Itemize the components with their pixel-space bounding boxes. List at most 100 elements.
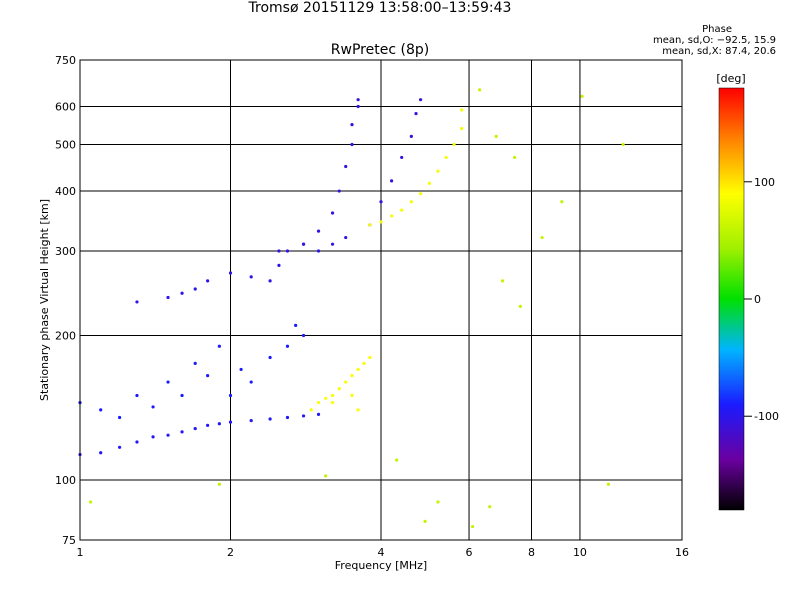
point-O-low-7 xyxy=(193,426,197,431)
chart-subtitle: RwPretec (8p) xyxy=(330,42,430,58)
point-O-low-10 xyxy=(228,420,233,424)
point-O-low-scatter-12 xyxy=(249,380,253,384)
point-O-low-13 xyxy=(285,415,290,420)
y-tick-label-4: 400 xyxy=(55,185,76,198)
point-O-low-scatter-11 xyxy=(239,367,243,372)
point-O-low-scatter-7 xyxy=(193,361,197,365)
y-axis-ticks: 75 100 200 300 400 500 600 750 xyxy=(55,54,76,547)
x-axis-label: Frequency [MHz] xyxy=(335,559,427,572)
point-noise-7 xyxy=(488,505,492,509)
point-O-low-scatter-6 xyxy=(180,393,184,398)
point-O-low-6 xyxy=(180,430,184,434)
colorbar-label: [deg] xyxy=(716,72,745,85)
point-O-low-scatter-13 xyxy=(268,355,272,360)
point-O-F2-15 xyxy=(414,111,418,116)
point-X-F2-10 xyxy=(460,126,464,131)
point-O-low-14 xyxy=(301,414,306,418)
point-noise-13 xyxy=(606,482,610,486)
point-O-F1-11 xyxy=(316,249,321,253)
point-X-low-5 xyxy=(344,380,348,384)
point-O-low-scatter-16 xyxy=(301,333,306,338)
x-tick-label-6: 16 xyxy=(675,546,689,559)
point-X-F2-2 xyxy=(389,214,394,218)
point-noise-2 xyxy=(324,474,328,478)
phase-stats-o: mean, sd,O: −92.5, 15.9 xyxy=(653,35,776,46)
point-O-F2-4 xyxy=(337,189,341,193)
data-points xyxy=(78,88,625,529)
x-tick-label-1: 2 xyxy=(227,546,234,559)
phase-stats-x: mean, sd,X: 87.4, 20.6 xyxy=(662,46,776,57)
point-O-F2-12 xyxy=(389,179,394,183)
point-O-F2-9 xyxy=(356,98,360,102)
chart-title: Tromsø 20151129 13:58:00–13:59:43 xyxy=(248,0,512,16)
point-X-low-0 xyxy=(309,408,313,412)
point-O-low-3 xyxy=(135,440,139,444)
point-X-F2-3 xyxy=(400,208,404,212)
point-X-low-6 xyxy=(350,374,354,378)
point-O-low-15 xyxy=(316,412,321,417)
point-O-low-4 xyxy=(151,435,155,439)
colorbar-tick-label-2: -100 xyxy=(754,410,779,423)
point-noise-4 xyxy=(423,519,427,523)
x-axis-ticks: 1 2 4 6 8 10 16 xyxy=(77,546,690,559)
point-X-F2-4 xyxy=(409,200,413,204)
colorbar-ticks: 100 0 -100 xyxy=(744,176,779,423)
point-O-low-5 xyxy=(166,433,170,437)
point-noise-14 xyxy=(621,142,625,147)
point-X-low-2 xyxy=(324,396,328,400)
x-tick-label-2: 4 xyxy=(378,546,385,559)
phase-stats-heading: Phase xyxy=(702,24,732,35)
point-noise-5 xyxy=(436,500,440,504)
point-O-F2-14 xyxy=(409,134,413,138)
point-O-F1-0 xyxy=(135,300,139,304)
colorbar xyxy=(718,87,745,511)
point-noise-11 xyxy=(560,200,564,204)
point-X-low-1 xyxy=(316,400,321,405)
point-X-F2-8 xyxy=(444,155,448,160)
point-noise-16 xyxy=(494,134,498,138)
point-X-low-4 xyxy=(337,387,341,391)
point-O-low-2 xyxy=(117,445,122,449)
point-X-F2-0 xyxy=(368,223,372,227)
point-O-F1-3 xyxy=(193,287,197,291)
point-O-F2-16 xyxy=(418,98,423,102)
point-O-low-scatter-9 xyxy=(217,344,221,348)
point-O-low-12 xyxy=(268,417,272,421)
point-X-low-3 xyxy=(330,393,335,398)
point-O-F1-4 xyxy=(206,279,210,283)
colorbar-tick-label-1: 0 xyxy=(754,293,761,306)
point-O-F1-9 xyxy=(285,249,290,253)
point-O-F2-13 xyxy=(400,155,404,160)
y-axis-label: Stationary phase Virtual Height [km] xyxy=(38,199,51,401)
y-tick-label-7: 750 xyxy=(55,54,76,67)
point-O-F2-7 xyxy=(350,123,354,127)
point-O-F2-8 xyxy=(356,104,360,109)
point-O-low-9 xyxy=(217,422,221,426)
point-X-low-7 xyxy=(356,367,360,372)
point-X-F2-5 xyxy=(418,192,423,196)
point-O-low-scatter-8 xyxy=(206,374,210,378)
point-noise-9 xyxy=(518,304,522,309)
plot-grid xyxy=(80,60,682,540)
point-O-low-scatter-10 xyxy=(228,393,233,398)
y-tick-label-5: 500 xyxy=(55,139,76,152)
point-O-F1-1 xyxy=(166,295,170,300)
point-X-F2-9 xyxy=(452,142,456,147)
point-noise-10 xyxy=(540,235,544,240)
point-O-F2-1 xyxy=(301,242,306,246)
y-tick-label-0: 75 xyxy=(62,534,76,547)
point-noise-12 xyxy=(580,94,584,98)
point-O-low-scatter-3 xyxy=(135,393,139,398)
point-noise-8 xyxy=(500,279,505,283)
point-O-F1-5 xyxy=(228,271,233,275)
point-noise-0 xyxy=(88,500,93,504)
point-O-F1-13 xyxy=(344,235,348,240)
x-tick-label-4: 8 xyxy=(528,546,535,559)
point-X-low-11 xyxy=(350,393,354,398)
point-O-F1-7 xyxy=(268,279,272,283)
point-X-F2-6 xyxy=(427,181,432,185)
point-O-low-scatter-1 xyxy=(99,408,103,412)
point-O-F2-5 xyxy=(344,164,348,169)
point-X-F2-1 xyxy=(379,220,383,224)
